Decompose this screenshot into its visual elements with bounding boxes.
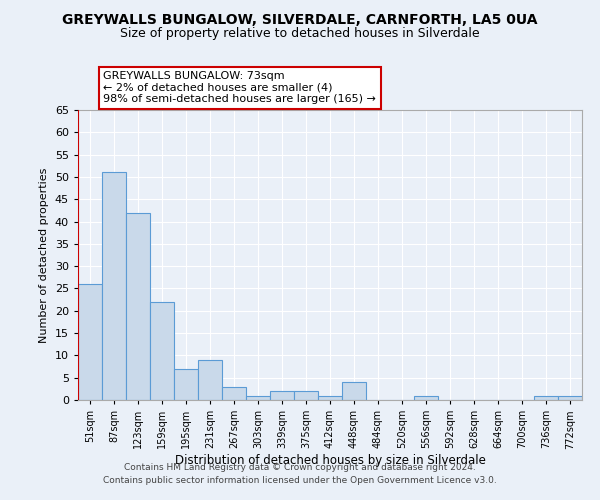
- Bar: [78, 284, 102, 400]
- Bar: [222, 386, 246, 400]
- Text: Contains public sector information licensed under the Open Government Licence v3: Contains public sector information licen…: [103, 476, 497, 485]
- Bar: [174, 369, 198, 400]
- Bar: [198, 360, 222, 400]
- X-axis label: Distribution of detached houses by size in Silverdale: Distribution of detached houses by size …: [175, 454, 485, 467]
- Bar: [414, 396, 438, 400]
- Text: Contains HM Land Registry data © Crown copyright and database right 2024.: Contains HM Land Registry data © Crown c…: [124, 464, 476, 472]
- Y-axis label: Number of detached properties: Number of detached properties: [39, 168, 49, 342]
- Bar: [246, 396, 270, 400]
- Bar: [558, 396, 582, 400]
- Bar: [294, 391, 318, 400]
- Bar: [270, 391, 294, 400]
- Bar: [102, 172, 126, 400]
- Bar: [342, 382, 366, 400]
- Bar: [126, 212, 150, 400]
- Bar: [318, 396, 342, 400]
- Bar: [534, 396, 558, 400]
- Bar: [150, 302, 174, 400]
- Text: GREYWALLS BUNGALOW, SILVERDALE, CARNFORTH, LA5 0UA: GREYWALLS BUNGALOW, SILVERDALE, CARNFORT…: [62, 12, 538, 26]
- Text: Size of property relative to detached houses in Silverdale: Size of property relative to detached ho…: [120, 28, 480, 40]
- Text: GREYWALLS BUNGALOW: 73sqm
← 2% of detached houses are smaller (4)
98% of semi-de: GREYWALLS BUNGALOW: 73sqm ← 2% of detach…: [103, 71, 376, 104]
